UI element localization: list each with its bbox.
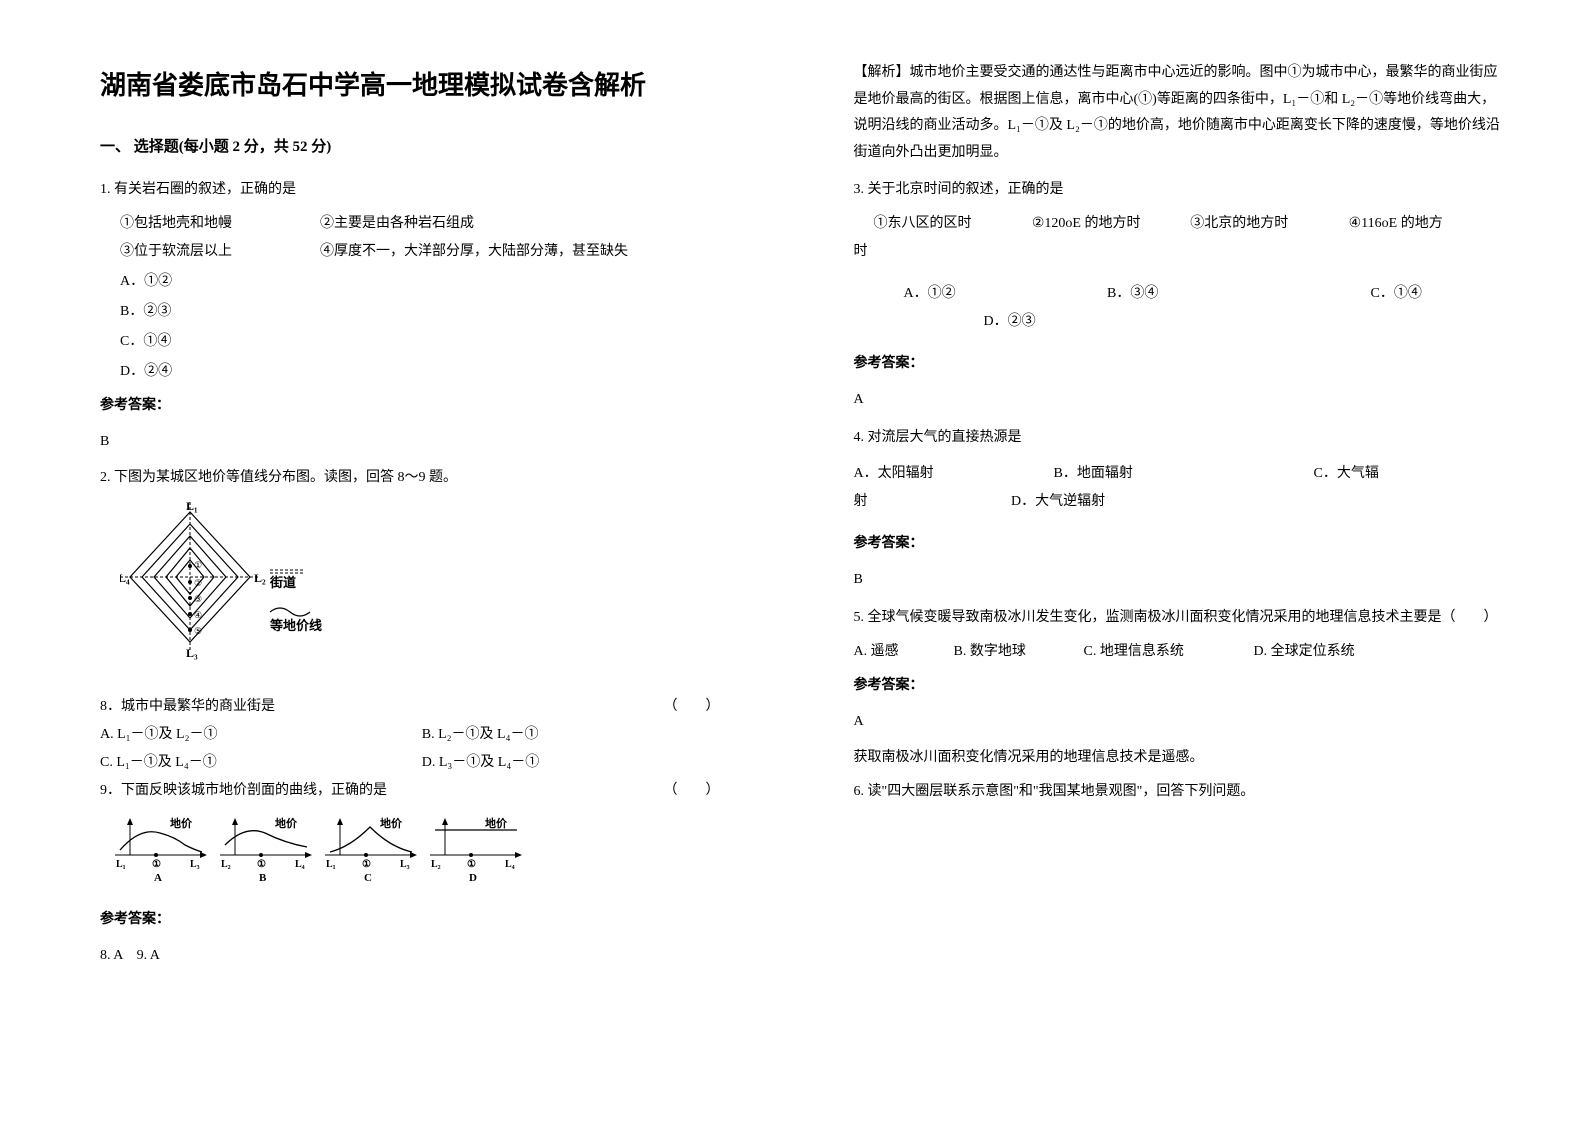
q1-s3: ③位于软流层以上 [120, 238, 320, 266]
q4-b: B．地面辐射 [1054, 460, 1314, 488]
legend-contour: 等地价线 [269, 618, 322, 633]
svg-text:地价: 地价 [380, 816, 403, 830]
q8-blank: （ ） [664, 693, 744, 721]
q5-b: B. 数字地球 [954, 638, 1084, 666]
q2-answer-label: 参考答案： [100, 906, 744, 934]
svg-text:③: ③ [194, 594, 202, 604]
right-column: 【解析】城市地价主要受交通的通达性与距离市中心远近的影响。图中①为城市中心，最繁… [794, 0, 1587, 1122]
left-column: 湖南省娄底市岛石中学高一地理模拟试卷含解析 一、 选择题(每小题 2 分，共 5… [0, 0, 794, 1122]
q5-d: D. 全球定位系统 [1254, 638, 1508, 666]
svg-text:L₄: L₄ [505, 859, 515, 870]
svg-text:①: ① [362, 859, 371, 870]
q2-answer: 8. A 9. A [100, 942, 744, 970]
svg-text:①: ① [194, 560, 202, 570]
label-L4: L₄ [120, 571, 130, 585]
q3-s4: ④116oE 的地方 [1349, 210, 1507, 238]
profile-curves-svg: 地价 L₁ ① L₃ A 地价 L₂ ① L₄ [110, 815, 530, 885]
q5-a: A. 遥感 [854, 638, 954, 666]
q1-opt-c: C．①④ [120, 328, 744, 356]
q3-answer: A [854, 386, 1508, 414]
svg-text:地价: 地价 [275, 816, 298, 830]
svg-text:④: ④ [194, 610, 202, 620]
q3-s1: ①东八区的区时 [874, 210, 1032, 238]
label-L3: L₃ [186, 646, 198, 660]
contour-map-svg: ① ② ③ ④ ⑤ L₁ L₂ L₃ L₄ 街道 等地价线 [120, 502, 340, 672]
q3-d: D．②③ [984, 308, 1508, 336]
q3-s2: ②120oE 的地方时 [1032, 210, 1190, 238]
q8-stem: 8．城市中最繁华的商业街是 [100, 693, 664, 721]
q8-b: B. L₂－①及 L₄－① [422, 721, 744, 749]
q1-stem: 1. 有关岩石圈的叙述，正确的是 [100, 176, 744, 204]
svg-text:①: ① [152, 859, 161, 870]
q3-options: A．①② B．③④ C．①④ [854, 280, 1508, 308]
q1-s1: ①包括地壳和地幔 [120, 210, 320, 238]
q4-c: C．大气辐 [1314, 460, 1379, 488]
q4-answer: B [854, 566, 1508, 594]
q4-options-row1: A．太阳辐射 B．地面辐射 C．大气辐 [854, 460, 1508, 488]
q9-blank: （ ） [664, 777, 744, 805]
q3-a: A．①② [904, 280, 1104, 308]
q8-a: A. L₁－①及 L₂－① [100, 721, 422, 749]
q1-opt-b: B．②③ [120, 298, 744, 326]
q4-stem: 4. 对流层大气的直接热源是 [854, 424, 1508, 452]
q1-s4: ④厚度不一，大洋部分厚，大陆部分薄，甚至缺失 [320, 238, 628, 266]
q3-answer-label: 参考答案： [854, 350, 1508, 378]
q8-c: C. L₁－①及 L₄－① [100, 749, 422, 777]
svg-text:②: ② [194, 578, 202, 588]
svg-text:L₂: L₂ [221, 859, 231, 870]
svg-text:C: C [364, 872, 372, 884]
svg-text:A: A [154, 872, 162, 884]
q1-answer: B [100, 428, 744, 456]
q3-statements: ①东八区的区时 ②120oE 的地方时 ③北京的地方时 ④116oE 的地方 [874, 210, 1508, 238]
label-L2: L₂ [254, 571, 266, 585]
q5-options: A. 遥感 B. 数字地球 C. 地理信息系统 D. 全球定位系统 [854, 638, 1508, 666]
q8-d: D. L₃－①及 L₄－① [422, 749, 744, 777]
q4-answer-label: 参考答案： [854, 530, 1508, 558]
svg-text:L₄: L₄ [295, 859, 305, 870]
q3-s4b: 时 [854, 238, 1508, 266]
q4-d: D．大气逆辐射 [1011, 494, 1105, 509]
q9-figure: 地价 L₁ ① L₃ A 地价 L₂ ① L₄ [110, 815, 744, 896]
legend-street: 街道 [269, 575, 296, 590]
svg-text:L₃: L₃ [190, 859, 200, 870]
section-heading: 一、 选择题(每小题 2 分，共 52 分) [100, 132, 744, 162]
q2-stem: 2. 下图为某城区地价等值线分布图。读图，回答 8～9 题。 [100, 464, 744, 492]
q4-a: A．太阳辐射 [854, 460, 1054, 488]
svg-text:L₃: L₃ [400, 859, 410, 870]
svg-text:L₁: L₁ [116, 859, 126, 870]
q1-opt-a: A．①② [120, 268, 744, 296]
paper-title: 湖南省娄底市岛石中学高一地理模拟试卷含解析 [100, 60, 744, 112]
q4-c2: 射 [854, 494, 868, 509]
svg-text:①: ① [257, 859, 266, 870]
q4-options-row2: 射 D．大气逆辐射 [854, 488, 1508, 516]
svg-text:D: D [469, 872, 477, 884]
q8-options: A. L₁－①及 L₂－① B. L₂－①及 L₄－① C. L₁－①及 L₄－… [100, 721, 744, 777]
q2-figure: ① ② ③ ④ ⑤ L₁ L₂ L₃ L₄ 街道 等地价线 [120, 502, 744, 683]
q3-stem: 3. 关于北京时间的叙述，正确的是 [854, 176, 1508, 204]
q3-b: B．③④ [1107, 280, 1367, 308]
q3-c: C．①④ [1371, 280, 1422, 308]
q5-answer-label: 参考答案： [854, 672, 1508, 700]
q5-explanation: 获取南极冰川面积变化情况采用的地理信息技术是遥感。 [854, 744, 1508, 772]
q6-stem: 6. 读"四大圈层联系示意图"和"我国某地景观图"，回答下列问题。 [854, 778, 1508, 806]
q5-stem: 5. 全球气候变暖导致南极冰川发生变化，监测南极冰川面积变化情况采用的地理信息技… [854, 604, 1508, 632]
svg-text:B: B [259, 872, 267, 884]
q5-answer: A [854, 708, 1508, 736]
q1-options: A．①② B．②③ C．①④ D．②④ [100, 268, 744, 386]
q5-c: C. 地理信息系统 [1084, 638, 1254, 666]
q2-explanation: 【解析】城市地价主要受交通的通达性与距离市中心远近的影响。图中①为城市中心，最繁… [854, 60, 1508, 166]
svg-text:地价: 地价 [485, 816, 508, 830]
q9-stem: 9．下面反映该城市地价剖面的曲线，正确的是 [100, 777, 664, 805]
svg-text:L₂: L₂ [431, 859, 441, 870]
q1-answer-label: 参考答案： [100, 392, 744, 420]
svg-text:L₁: L₁ [326, 859, 336, 870]
svg-text:地价: 地价 [170, 816, 193, 830]
q3-s3: ③北京的地方时 [1190, 210, 1348, 238]
svg-text:①: ① [467, 859, 476, 870]
q1-opt-d: D．②④ [120, 358, 744, 386]
svg-text:⑤: ⑤ [194, 626, 202, 636]
q1-statements: ①包括地壳和地幔 ②主要是由各种岩石组成 ③位于软流层以上 ④厚度不一，大洋部分… [120, 210, 744, 266]
label-L1: L₁ [186, 502, 198, 513]
q1-s2: ②主要是由各种岩石组成 [320, 210, 474, 238]
